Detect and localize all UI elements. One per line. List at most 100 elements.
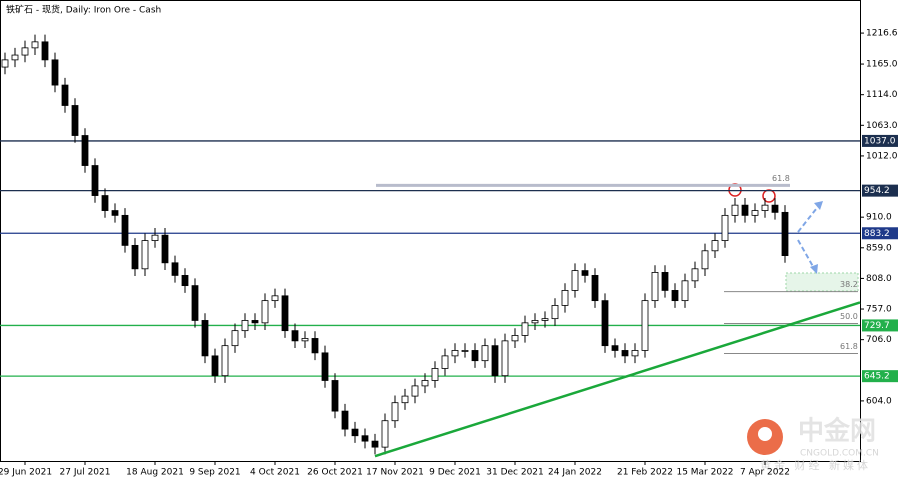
candle-body — [31, 41, 39, 49]
candle-body — [751, 210, 759, 216]
candle-body — [671, 290, 679, 302]
candle-body — [301, 338, 309, 342]
candle-body — [331, 380, 339, 412]
level-tag — [862, 370, 898, 383]
fib-label: 38.2 — [840, 280, 858, 289]
candle-body — [61, 84, 69, 106]
candle-body — [361, 435, 369, 442]
candle-body — [421, 380, 429, 387]
level-tag — [862, 227, 898, 240]
level-tag — [862, 134, 898, 147]
candle-body — [231, 330, 239, 347]
x-tick-label: 26 Oct 2021 — [307, 468, 363, 478]
fib-label: 61.8 — [840, 342, 858, 351]
candle-body — [21, 47, 29, 56]
candle-body — [641, 300, 649, 351]
y-tick-label: 706.0 — [866, 335, 892, 345]
candle-body — [181, 275, 189, 287]
candle-body — [691, 268, 699, 282]
candle-body — [621, 350, 629, 357]
candle-body — [591, 275, 599, 302]
forecast-arrow — [797, 203, 821, 233]
candle-body — [461, 350, 469, 352]
chart-title: 铁矿石 - 现货, Daily: Iron Ore - Cash — [6, 4, 161, 16]
x-tick-label: 9 Sep 2021 — [189, 468, 240, 478]
candle-body — [311, 338, 319, 354]
candle-body — [431, 368, 439, 381]
x-tick-label: 21 Feb 2022 — [617, 468, 673, 478]
candle-body — [781, 211, 789, 256]
candle-body — [531, 320, 539, 324]
candle-body — [41, 41, 49, 61]
candle-body — [561, 290, 569, 306]
candle-body — [211, 355, 219, 377]
y-tick-label: 1012.0 — [866, 151, 898, 161]
candle-body — [541, 318, 549, 321]
candle-body — [551, 305, 559, 320]
trendline — [374, 301, 861, 458]
y-tick-label: 1165.0 — [866, 60, 898, 70]
candle-body — [491, 345, 499, 377]
candle-body — [131, 244, 139, 270]
x-tick-label: 7 Apr 2022 — [740, 468, 790, 478]
candle-body — [161, 234, 169, 264]
candle-body — [251, 320, 259, 324]
target-zone — [785, 272, 859, 292]
candle-body — [471, 350, 479, 362]
candle-body — [371, 440, 379, 448]
candle-body — [171, 262, 179, 276]
candle-body — [381, 420, 389, 448]
candle-body — [741, 204, 749, 216]
y-tick-label: 910.0 — [866, 213, 892, 223]
x-tick-label: 17 Nov 2021 — [366, 468, 424, 478]
candle-body — [151, 234, 159, 241]
candle-body — [81, 135, 89, 166]
level-tag — [862, 319, 898, 332]
candle-body — [631, 350, 639, 357]
watermark-name: 中金网 — [798, 416, 876, 447]
y-tick-label: 808.0 — [866, 274, 892, 284]
fib-label: 50.0 — [840, 312, 858, 321]
candle-body — [121, 214, 129, 246]
candle-body — [711, 240, 719, 252]
candle-body — [201, 320, 209, 357]
y-tick-label: 1063.0 — [866, 121, 898, 131]
candle-body — [731, 204, 739, 216]
logo-inner — [758, 427, 772, 441]
candle-body — [351, 428, 359, 437]
candle-body — [191, 285, 199, 321]
candle-body — [261, 300, 269, 324]
candle-body — [321, 352, 329, 381]
candle-body — [11, 54, 19, 61]
candle-body — [341, 410, 349, 430]
candle-body — [441, 355, 449, 369]
y-tick-label: 859.0 — [866, 243, 892, 253]
candle-body — [571, 270, 579, 291]
forecast-arrow-head — [810, 264, 818, 274]
candle-body — [601, 300, 609, 347]
level-tag — [862, 184, 898, 197]
watermark-slogan: 黄金 财经 新媒体 — [760, 458, 871, 472]
forecast-arrow — [797, 239, 816, 271]
candle-body — [111, 210, 119, 216]
y-tick-label: 757.0 — [866, 305, 892, 315]
candle-body — [701, 250, 709, 270]
candle-body — [581, 270, 589, 276]
candle-body — [271, 295, 279, 302]
candle-body — [141, 240, 149, 270]
y-tick-label: 1114.0 — [866, 90, 898, 100]
candle-body — [91, 165, 99, 196]
level-label: 954.2 — [864, 186, 890, 196]
candle-body — [401, 395, 409, 404]
candle-body — [221, 345, 229, 377]
candle-body — [101, 195, 109, 211]
candle-body — [771, 204, 779, 213]
candle-body — [611, 345, 619, 351]
x-tick-label: 31 Dec 2021 — [486, 468, 544, 478]
level-label: 645.2 — [864, 372, 890, 382]
candle-body — [1, 59, 9, 68]
candle-body — [721, 214, 729, 241]
watermark-site: CNGOLD.COM.CN — [800, 449, 879, 459]
plot-frame — [0, 0, 861, 462]
